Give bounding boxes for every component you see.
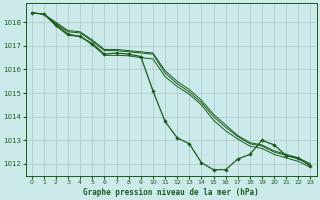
X-axis label: Graphe pression niveau de la mer (hPa): Graphe pression niveau de la mer (hPa) — [83, 188, 259, 197]
